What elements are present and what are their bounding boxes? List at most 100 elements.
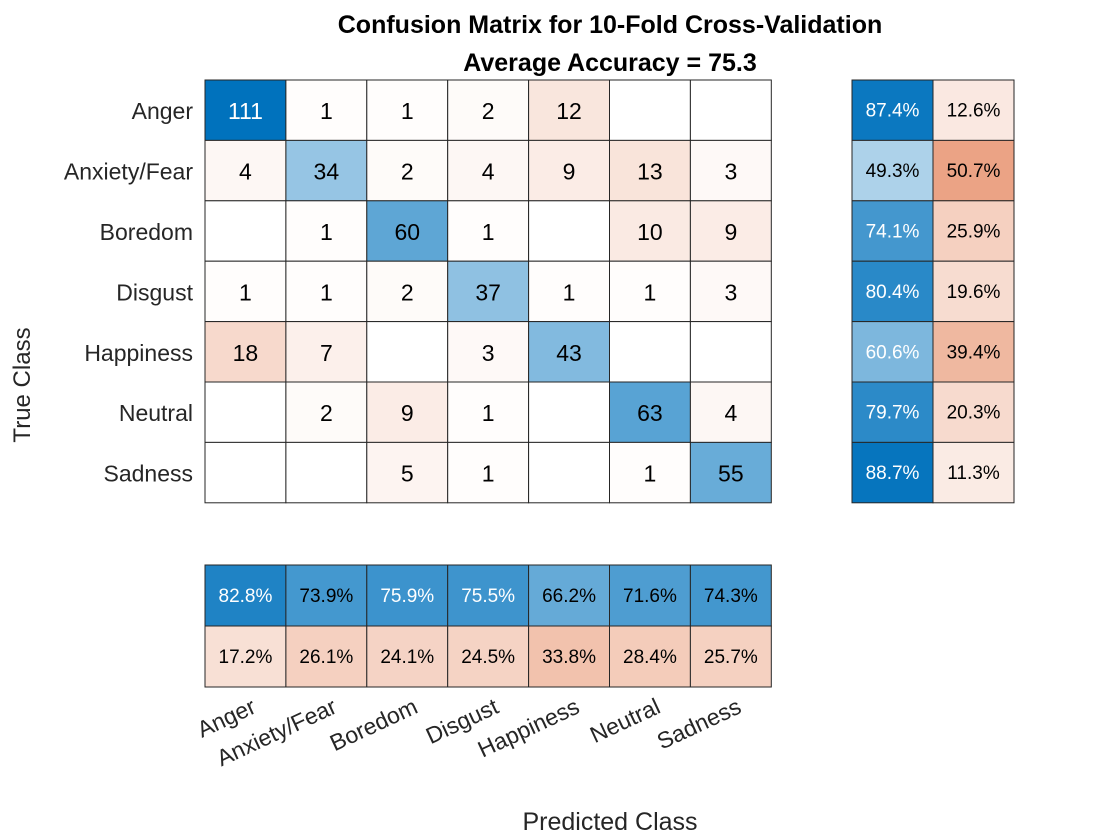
row-label: Anxiety/Fear	[64, 159, 193, 185]
matrix-cell	[204, 260, 287, 323]
row-summary-correct-value: 49.3%	[866, 161, 920, 182]
row-summary-incorrect-cell	[932, 441, 1015, 504]
row-label: Anger	[132, 98, 194, 124]
matrix-cell-value: 1	[320, 219, 333, 245]
column-summary-incorrect-cell	[204, 625, 287, 688]
column-summary-correct-value: 74.3%	[704, 586, 758, 607]
matrix-cell	[689, 139, 772, 202]
matrix-cell-value: 1	[320, 279, 333, 305]
column-summary-correct-value: 75.5%	[461, 586, 515, 607]
chart-title-line-1: Confusion Matrix for 10-Fold Cross-Valid…	[338, 11, 882, 39]
column-summary-correct-cell	[609, 564, 691, 627]
column-summary-incorrect-value: 33.8%	[542, 647, 596, 668]
row-summary-correct-cell	[851, 200, 934, 262]
row-summary-correct-value: 87.4%	[866, 101, 920, 122]
matrix-cell-value: 5	[401, 461, 414, 487]
matrix-cell	[609, 441, 691, 504]
row-summary-correct-value: 88.7%	[866, 463, 920, 484]
matrix-cell-value: 12	[556, 98, 582, 124]
x-axis-label: Predicted Class	[522, 808, 697, 836]
matrix-cell	[366, 200, 449, 262]
matrix-cell	[285, 381, 368, 443]
row-label: Happiness	[84, 340, 193, 366]
column-summary-incorrect-cell	[609, 625, 691, 688]
matrix-cell	[528, 260, 610, 323]
matrix-cell-value: 10	[637, 219, 663, 245]
column-label: Boredom	[326, 693, 422, 756]
matrix-cell-value: 1	[239, 279, 252, 305]
column-summary-incorrect-value: 24.5%	[461, 647, 515, 668]
matrix-cell-value: 1	[644, 461, 657, 487]
matrix-cell	[689, 321, 772, 383]
matrix-cell	[204, 139, 287, 202]
row-label: Boredom	[100, 219, 193, 245]
matrix-cell	[689, 260, 772, 323]
matrix-cell	[366, 441, 449, 504]
matrix-cell-value: 1	[320, 98, 333, 124]
column-summary-correct-cell	[447, 564, 530, 627]
matrix-cell-value: 1	[401, 98, 414, 124]
column-summary-correct-value: 73.9%	[299, 586, 353, 607]
matrix-cell-value: 2	[401, 279, 414, 305]
column-summary-incorrect-cell	[528, 625, 610, 688]
matrix-cell-value: 9	[724, 219, 737, 245]
column-summary-correct-value: 71.6%	[623, 586, 677, 607]
matrix-cell-value: 4	[482, 159, 495, 185]
matrix-cell-value: 34	[314, 159, 340, 185]
column-label: Sadness	[653, 693, 745, 754]
matrix-cell	[528, 321, 610, 383]
matrix-cell-value: 1	[482, 219, 495, 245]
matrix-cell	[285, 260, 368, 323]
matrix-cell	[689, 441, 772, 504]
row-summary-incorrect-value: 11.3%	[947, 463, 1000, 484]
matrix-cell	[689, 200, 772, 262]
matrix-cell	[366, 260, 449, 323]
matrix-cell	[528, 381, 610, 443]
row-summary-incorrect-cell	[932, 321, 1015, 383]
row-summary-incorrect-value: 19.6%	[947, 282, 1001, 303]
row-summary-correct-cell	[851, 441, 934, 504]
matrix-cell-value: 1	[644, 279, 657, 305]
row-summary-incorrect-cell	[932, 79, 1015, 141]
matrix-cell	[447, 79, 530, 141]
row-summary-incorrect-value: 25.9%	[947, 222, 1001, 243]
matrix-cell-value: 4	[239, 159, 252, 185]
matrix-cell	[366, 139, 449, 202]
matrix-cell-value: 3	[482, 340, 495, 366]
matrix-cell-value: 9	[401, 400, 414, 426]
column-summary-correct-value: 66.2%	[542, 586, 596, 607]
matrix-cell-value: 2	[401, 159, 414, 185]
matrix-cell	[447, 260, 530, 323]
matrix-cell	[366, 321, 449, 383]
row-summary-correct-cell	[851, 321, 934, 383]
row-summary-correct-cell	[851, 260, 934, 323]
matrix-cell-value: 2	[320, 400, 333, 426]
matrix-cell	[204, 321, 287, 383]
column-summary-incorrect-cell	[689, 625, 772, 688]
matrix-cell-value: 111	[228, 98, 263, 124]
matrix-cell-value: 2	[482, 98, 495, 124]
column-summary-incorrect-value: 26.1%	[299, 647, 353, 668]
matrix-cell-value: 55	[718, 461, 744, 487]
column-summary-incorrect-value: 28.4%	[623, 647, 677, 668]
matrix-cell	[204, 79, 287, 141]
matrix-cell	[689, 381, 772, 443]
row-summary-incorrect-value: 39.4%	[947, 342, 1001, 363]
column-summary-correct-cell	[285, 564, 368, 627]
matrix-cell-value: 3	[724, 279, 737, 305]
row-summary-correct-value: 79.7%	[866, 403, 920, 424]
column-summary-correct-value: 82.8%	[219, 586, 273, 607]
matrix-cell	[689, 79, 772, 141]
row-label: Sadness	[103, 461, 193, 487]
matrix-cell-value: 13	[637, 159, 663, 185]
matrix-cell	[447, 441, 530, 504]
matrix-cell-value: 37	[475, 279, 501, 305]
matrix-cell-value: 1	[482, 461, 495, 487]
column-summary-correct-cell	[204, 564, 287, 627]
matrix-cell-value: 1	[482, 400, 495, 426]
matrix-cell	[285, 79, 368, 141]
matrix-cell-value: 7	[320, 340, 333, 366]
row-summary-incorrect-value: 12.6%	[947, 101, 1001, 122]
row-label: Neutral	[119, 400, 193, 426]
